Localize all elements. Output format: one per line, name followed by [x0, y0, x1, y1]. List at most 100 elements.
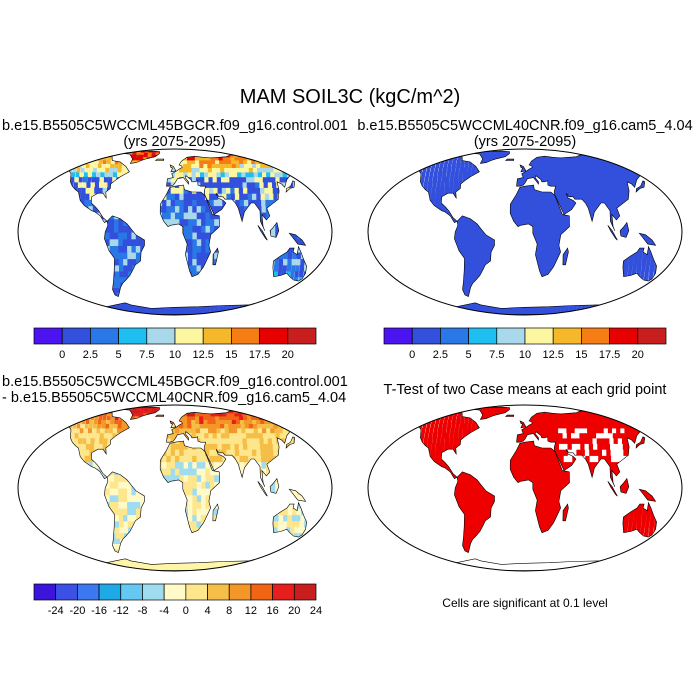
- colorbar-swatch: [411, 327, 441, 345]
- colorbar-label: 10: [169, 349, 181, 361]
- coastline-japan: [635, 436, 646, 449]
- coastline-africa: [509, 184, 570, 278]
- colorbar: 0 2.5 5 7.5 10 12.5 15 17.5 20: [33, 327, 317, 361]
- map-panel-1: 0 2.5 5 7.5 10 12.5 15 17.5 20: [17, 148, 333, 361]
- colorbar-label: 10: [519, 349, 531, 361]
- colorbar-swatch: [496, 327, 526, 345]
- colorbar-label: -16: [91, 605, 107, 617]
- panel-2-title-line-1: b.e15.B5505C5WCCML40CNR.f09_g16.cam5_4.0…: [357, 118, 693, 134]
- panel-1-title-line-2: (yrs 2075-2095): [123, 134, 226, 150]
- panel-3-title-line-2: - b.e15.B5505C5WCCML40CNR.f09_g16.cam5_4…: [2, 390, 347, 406]
- colorbar-label: 4: [204, 605, 210, 617]
- colorbar-label: 0: [183, 605, 189, 617]
- coastline-newguinea: [288, 488, 307, 502]
- coastline-africa: [509, 440, 570, 534]
- colorbar-swatch: [637, 327, 667, 345]
- coastline-iceland: [504, 414, 515, 417]
- panel-2-title: b.e15.B5505C5WCCML40CNR.f09_g16.cam5_4.0…: [352, 118, 698, 150]
- map-panel-3: -24 -20 -16 -12 -8 -4 0 4 8 12 16 20 24: [17, 404, 333, 617]
- colorbar-label: -24: [48, 605, 64, 617]
- colorbar-label: 0: [409, 349, 415, 361]
- colorbar-swatch: [55, 583, 78, 601]
- coastline-australia: [272, 501, 307, 538]
- colorbar-swatch: [552, 327, 582, 345]
- coastline-madagascar: [562, 247, 569, 266]
- panel-1-title: b.e15.B5505C5WCCML45BGCR.f09_g16.control…: [2, 118, 348, 150]
- colorbar-label: 24: [310, 605, 322, 617]
- coastline-newguinea: [288, 232, 307, 246]
- colorbar-swatch: [287, 327, 317, 345]
- coastline-madagascar: [212, 503, 219, 522]
- colorbar-swatch: [468, 327, 498, 345]
- colorbar-swatch: [272, 583, 295, 601]
- coastline-samerica: [104, 471, 145, 554]
- coastline-newguinea: [638, 488, 657, 502]
- coastline-greenland: [120, 406, 160, 420]
- coastline-australia: [622, 245, 657, 282]
- colorbar-swatch: [61, 327, 91, 345]
- coastline-borneo: [619, 221, 630, 238]
- colorbar-swatch: [440, 327, 469, 345]
- coastline-britain: [169, 164, 177, 173]
- colorbar-swatch: [259, 327, 289, 345]
- colorbar-swatch: [207, 583, 230, 601]
- colorbar-swatch: [33, 327, 63, 345]
- colorbar: 0 2.5 5 7.5 10 12.5 15 17.5 20: [383, 327, 667, 361]
- map-border: [367, 148, 683, 316]
- colorbar-label: 8: [226, 605, 232, 617]
- coastline-japan: [635, 180, 646, 193]
- colorbar-swatch: [231, 327, 260, 345]
- coastline-australia: [622, 501, 657, 538]
- coastline-sumatra: [257, 481, 268, 497]
- coastline-eurasia: [516, 152, 669, 231]
- coastline-iceland: [504, 158, 515, 161]
- colorbar-swatch: [609, 327, 639, 345]
- colorbar-swatch: [98, 583, 122, 601]
- coastline-eurasia: [166, 152, 319, 231]
- panel-3-title: b.e15.B5505C5WCCML45BGCR.f09_g16.control…: [2, 374, 348, 406]
- colorbar-label: 20: [632, 349, 644, 361]
- colorbar-swatch: [118, 327, 148, 345]
- coastline-newzealand: [314, 530, 326, 545]
- colorbar-label: 0: [59, 349, 65, 361]
- colorbar-swatch: [174, 327, 204, 345]
- coastline-newzealand: [314, 274, 326, 289]
- colorbar-swatch: [163, 583, 187, 601]
- colorbar-swatch: [33, 583, 57, 601]
- colorbar-label: 12.5: [192, 349, 213, 361]
- colorbar-label: 17.5: [249, 349, 270, 361]
- colorbar-label: -4: [159, 605, 169, 617]
- coastline-britain: [169, 420, 177, 429]
- coastline-australia: [272, 245, 307, 282]
- figure-title: MAM SOIL3C (kgC/m^2): [239, 86, 461, 108]
- colorbar-swatch: [146, 327, 176, 345]
- coastline-britain: [519, 164, 527, 173]
- colorbar-label: 12: [245, 605, 257, 617]
- map-panel-2: 0 2.5 5 7.5 10 12.5 15 17.5 20: [367, 148, 683, 361]
- map-border: [17, 148, 333, 316]
- colorbar-swatch: [383, 327, 413, 345]
- colorbar-label: 2.5: [433, 349, 448, 361]
- coastline-iceland: [154, 414, 165, 417]
- coastline-africa: [159, 184, 220, 278]
- colorbar-label: -12: [113, 605, 129, 617]
- colorbar-label: 16: [266, 605, 278, 617]
- panel-1-title-line-1: b.e15.B5505C5WCCML45BGCR.f09_g16.control…: [2, 118, 348, 134]
- significance-note: Cells are significant at 0.1 level: [442, 596, 608, 610]
- colorbar-label: 5: [116, 349, 122, 361]
- coastline-borneo: [269, 221, 280, 238]
- panel-2-title-line-2: (yrs 2075-2095): [473, 134, 577, 150]
- panel-3-title-line-1: b.e15.B5505C5WCCML45BGCR.f09_g16.control…: [2, 374, 348, 390]
- panel-4-title: T-Test of two Case means at each grid po…: [383, 382, 667, 398]
- map-border: [367, 404, 683, 572]
- coastline-newzealand: [664, 274, 676, 289]
- coastline-samerica: [454, 215, 495, 298]
- coastline-newzealand: [664, 530, 676, 545]
- colorbar-swatch: [202, 327, 232, 345]
- colorbar-label: 7.5: [489, 349, 504, 361]
- colorbar-label: 12.5: [542, 349, 563, 361]
- colorbar-swatch: [185, 583, 208, 601]
- coastline-sumatra: [257, 225, 268, 241]
- coastline-eurasia: [516, 408, 669, 487]
- colorbar-label: 20: [282, 349, 294, 361]
